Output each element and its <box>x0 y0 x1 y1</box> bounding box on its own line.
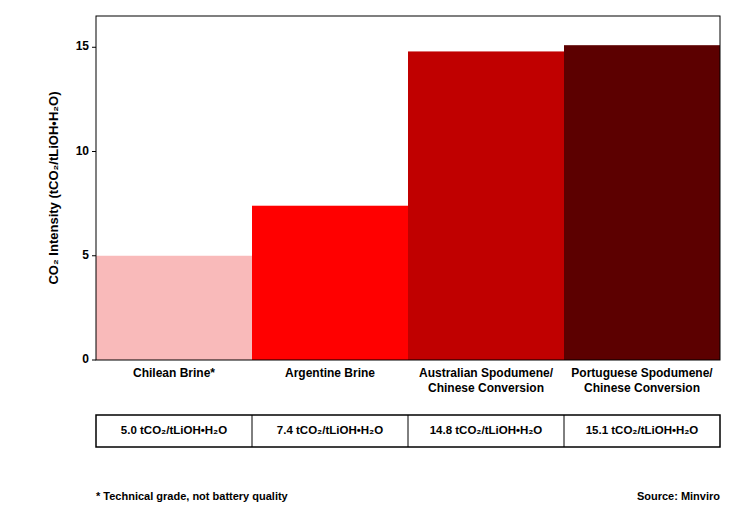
table-divider <box>252 415 253 447</box>
source: Source: Minviro <box>637 490 720 502</box>
bar <box>96 256 252 360</box>
y-tick-label: 10 <box>76 144 90 158</box>
plot-frame <box>96 16 720 360</box>
y-tick-label: 0 <box>82 352 89 366</box>
data-label: 7.4 tCO₂/tLiOH•H₂O <box>277 424 383 436</box>
x-tick-label: Argentine Brine <box>285 366 375 380</box>
y-tick-label: 5 <box>82 248 89 262</box>
chart: 0 5 10 15 CO₂ Intensity (tCO₂/tLiOH•H₂O) Chil… <box>0 0 735 529</box>
bar <box>408 51 564 360</box>
y-tick <box>92 151 96 152</box>
y-axis-label: CO₂ Intensity (tCO₂/tLiOH•H₂O) <box>46 91 61 284</box>
table-divider <box>408 415 409 447</box>
y-tick-label: 15 <box>76 39 90 53</box>
bar <box>564 45 720 360</box>
table-divider <box>564 415 565 447</box>
x-tick-label: Chilean Brine* <box>133 366 215 380</box>
bar <box>252 206 408 360</box>
bars <box>96 45 720 360</box>
y-tick <box>92 47 96 48</box>
y-tick <box>92 255 96 256</box>
y-tick <box>92 360 96 361</box>
data-label: 15.1 tCO₂/tLiOH•H₂O <box>586 424 699 436</box>
data-label: 5.0 tCO₂/tLiOH•H₂O <box>121 424 227 436</box>
data-label: 14.8 tCO₂/tLiOH•H₂O <box>430 424 543 436</box>
label-table <box>96 415 720 447</box>
background <box>0 0 735 529</box>
x-tick-label: Portuguese Spodumene/Chinese Conversion <box>571 366 713 395</box>
footnote: * Technical grade, not battery quality <box>96 490 289 502</box>
x-tick-label: Australian Spodumene/Chinese Conversion <box>419 366 554 395</box>
